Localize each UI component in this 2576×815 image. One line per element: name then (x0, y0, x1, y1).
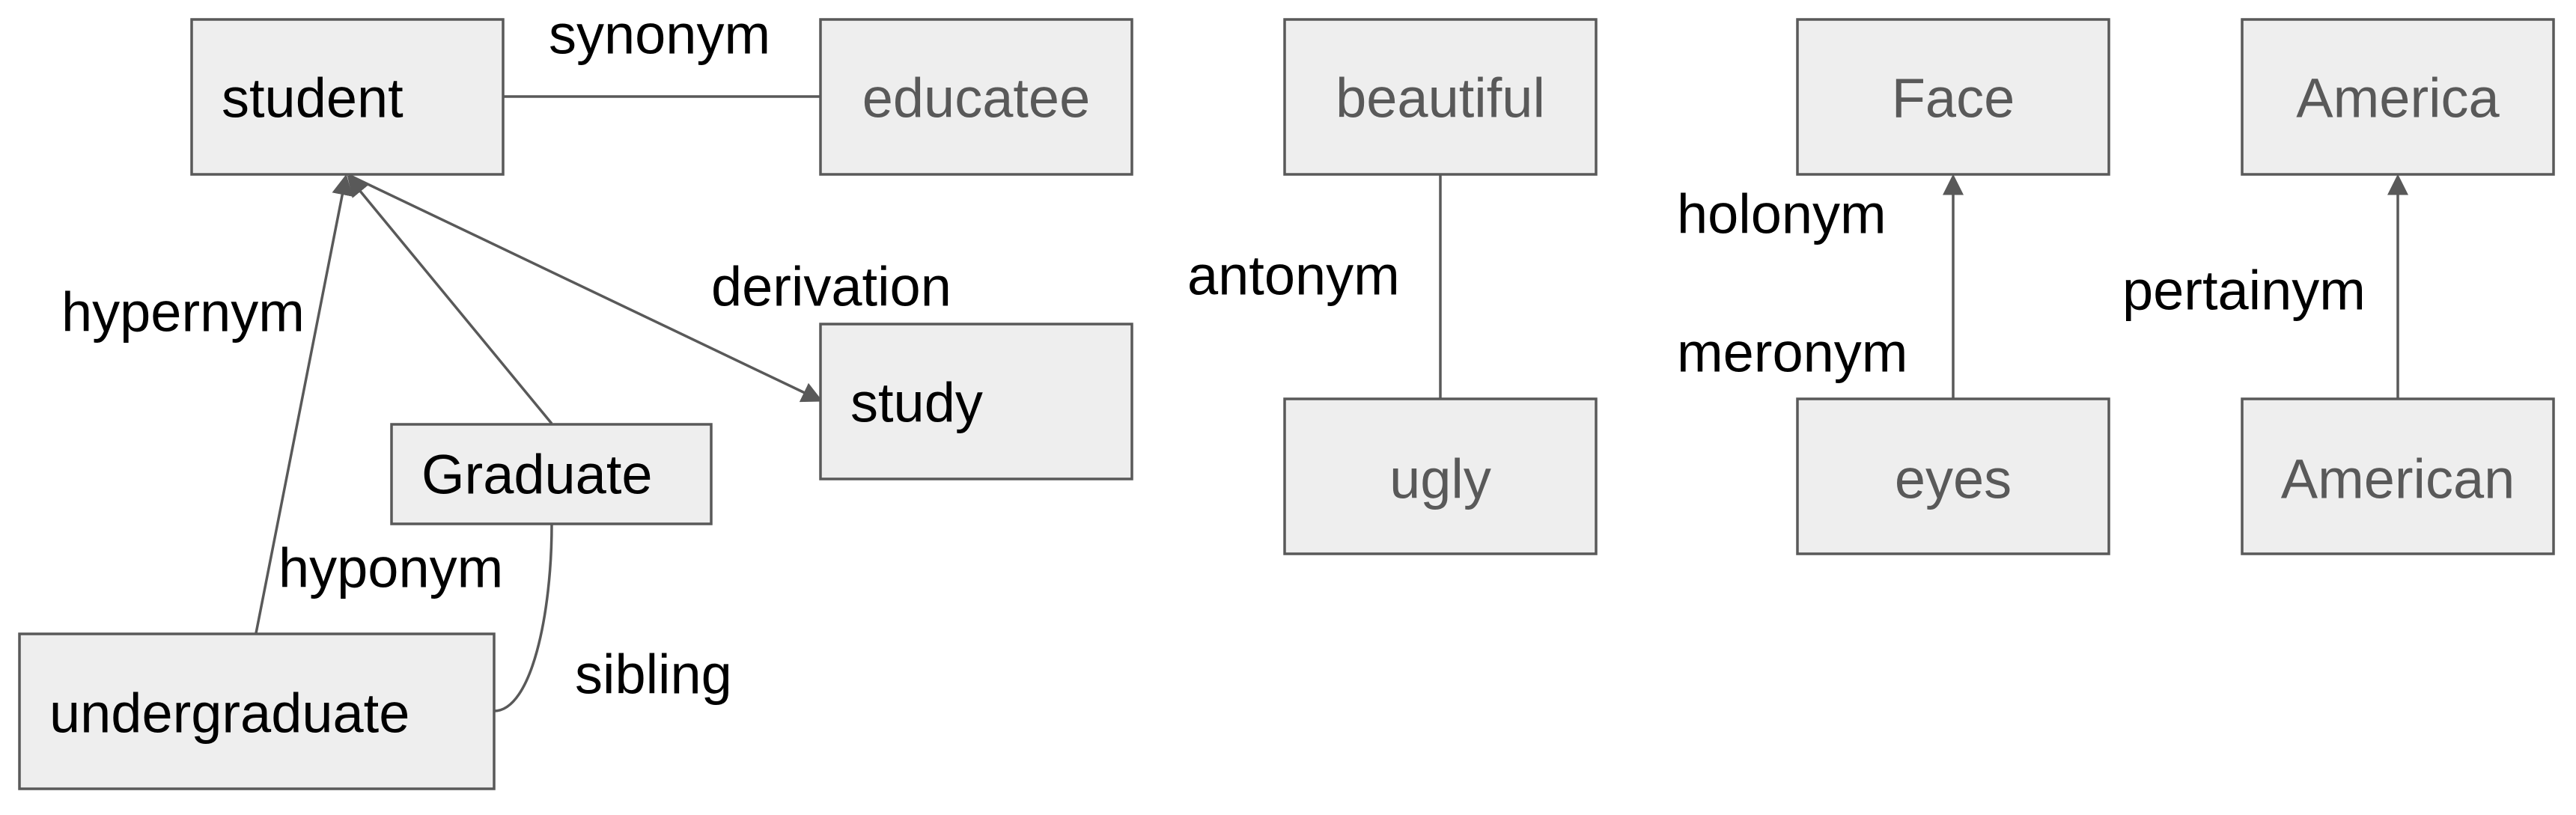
node-graduate-label: Graduate (421, 444, 653, 506)
node-educatee: educatee (819, 18, 1133, 176)
node-eyes: eyes (1796, 397, 2110, 555)
node-america: America (2241, 18, 2555, 176)
label-hyponym: hyponym (278, 537, 503, 599)
node-student: student (190, 18, 505, 176)
node-study: study (819, 323, 1133, 480)
node-face-box (1796, 18, 2110, 176)
label-derivation: derivation (711, 256, 951, 318)
node-america-label: America (2296, 67, 2500, 129)
node-graduate-box (390, 423, 713, 525)
node-graduate: Graduate (390, 423, 713, 525)
edge-derivation (348, 174, 823, 403)
node-eyes-box (1796, 397, 2110, 555)
edge-sibling (493, 523, 553, 712)
label-holonym: holonym (1677, 183, 1887, 245)
node-educatee-label: educatee (862, 67, 1091, 129)
node-educatee-box (819, 18, 1133, 176)
node-face-label: Face (1892, 67, 2015, 129)
node-student-box (190, 18, 505, 176)
label-pertainym: pertainym (2122, 260, 2366, 322)
label-antonym: antonym (1187, 245, 1400, 307)
node-face: Face (1796, 18, 2110, 176)
node-beautiful-label: beautiful (1336, 67, 1545, 129)
node-undergraduate-label: undergraduate (49, 683, 409, 745)
node-ugly-label: ugly (1389, 448, 1491, 510)
label-sibling: sibling (575, 644, 732, 706)
node-eyes-label: eyes (1895, 448, 2012, 510)
node-student-label: student (222, 67, 404, 129)
node-american-box (2241, 397, 2555, 555)
node-undergraduate: undergraduate (18, 632, 496, 790)
node-american: American (2241, 397, 2555, 555)
label-hypernym: hypernym (61, 281, 305, 344)
edges (255, 95, 2408, 712)
node-study-box (819, 323, 1133, 480)
node-american-label: American (2281, 448, 2515, 510)
node-undergraduate-box (18, 632, 496, 790)
node-ugly-box (1283, 397, 1598, 555)
edge-hyponym (347, 175, 553, 425)
label-meronym: meronym (1677, 322, 1907, 384)
node-beautiful-box (1283, 18, 1598, 176)
node-beautiful: beautiful (1283, 18, 1598, 176)
node-study-label: study (850, 372, 983, 434)
node-ugly: ugly (1283, 397, 1598, 555)
edge-hypernym (255, 174, 353, 634)
relation-labels: synonym derivation hypernym hyponym sibl… (61, 4, 2366, 706)
node-america-box (2241, 18, 2555, 176)
label-synonym: synonym (549, 4, 770, 66)
